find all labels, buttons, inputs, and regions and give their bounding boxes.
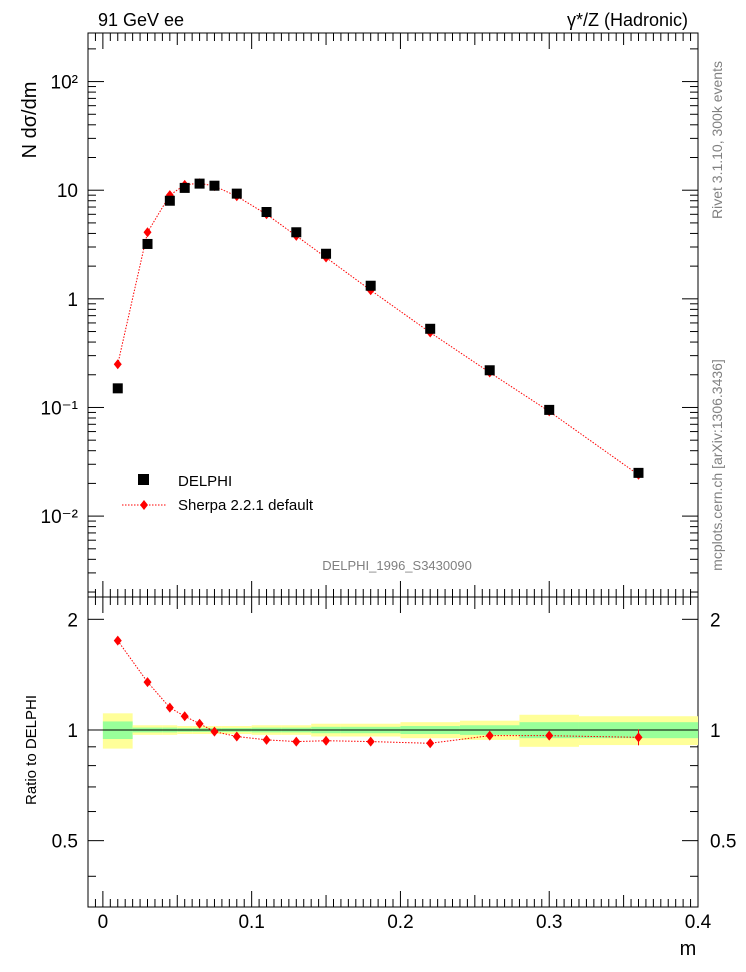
ratio-mc-point: [113, 635, 122, 646]
ratio-mc-point: [322, 735, 331, 746]
ratio-uncertainty-bands: [102, 713, 698, 749]
main-y-axis-label: N dσ/dm: [19, 82, 41, 159]
x-tick-label: 0.2: [387, 912, 413, 933]
main-y-tick-label: 10⁻²: [41, 507, 79, 528]
main-mc-series: [113, 178, 643, 480]
main-data-series: [112, 178, 644, 478]
x-tick-label: 0.1: [238, 912, 264, 933]
ratio-y-tick-label-left: 1: [67, 721, 78, 742]
rivet-info: Rivet 3.1.10, 300k events: [709, 61, 725, 219]
data-point: [291, 227, 302, 238]
main-y-tick-label: 10⁻¹: [41, 398, 79, 419]
data-point: [209, 180, 220, 191]
ratio-mc-point: [485, 730, 494, 741]
data-point: [365, 280, 376, 291]
x-tick-label: 0.4: [685, 912, 712, 933]
channel-label: γ*/Z (Hadronic): [567, 10, 688, 30]
mcplots-info: mcplots.cern.ch [arXiv:1306.3436]: [709, 359, 725, 571]
ratio-mc-series: [113, 635, 643, 749]
ratio-mc-point: [210, 726, 219, 737]
ratio-mc-point: [143, 677, 152, 688]
data-point: [231, 188, 242, 199]
data-point: [112, 383, 123, 394]
legend-mc-label: Sherpa 2.2.1 default: [178, 497, 314, 514]
data-point: [633, 467, 644, 478]
ratio-mc-point: [180, 711, 189, 722]
ratio-mc-point: [232, 731, 241, 742]
ratio-mc-point: [366, 736, 375, 747]
ratio-y-tick-label-left: 2: [67, 610, 78, 631]
x-axis: 0 0.1 0.2 0.3 0.4: [87, 33, 712, 933]
data-point: [142, 238, 153, 249]
main-y-tick-label: 1: [67, 290, 78, 311]
ratio-y-tick-label-right: 0.5: [710, 832, 736, 853]
ratio-mc-line: [117, 640, 639, 744]
x-tick-label: 0: [98, 912, 109, 933]
data-point: [194, 178, 205, 189]
process-label: 91 GeV ee: [98, 10, 184, 30]
ratio-plot-frame: [87, 596, 699, 908]
ratio-y-axis-label: Ratio to DELPHI: [23, 695, 40, 805]
mc-point: [113, 359, 122, 370]
x-tick-label: 0.3: [536, 912, 562, 933]
ratio-y-tick-label-right: 2: [710, 610, 721, 631]
ratio-mc-point: [426, 738, 435, 749]
data-point: [179, 182, 190, 193]
data-point: [544, 404, 555, 415]
mc-line: [117, 182, 639, 476]
main-y-tick-label: 10: [57, 181, 78, 202]
ratio-mc-point: [195, 718, 204, 729]
ratio-y-tick-label-left: 0.5: [52, 832, 78, 853]
legend: DELPHI Sherpa 2.2.1 default: [122, 473, 314, 514]
data-point: [261, 207, 272, 218]
data-point: [425, 323, 436, 334]
x-axis-label: m: [680, 938, 697, 960]
legend-mc-marker: [140, 500, 148, 510]
ratio-mc-point: [634, 732, 643, 743]
analysis-id: DELPHI_1996_S3430090: [322, 558, 472, 573]
ratio-mc-point: [545, 730, 554, 741]
main-y-axis: 10² 10 1 10⁻¹ 10⁻²: [41, 48, 698, 593]
legend-data-marker: [138, 474, 149, 485]
main-y-tick-label: 10²: [51, 73, 78, 94]
data-point: [484, 365, 495, 376]
data-point: [321, 248, 332, 259]
ratio-mc-point: [262, 734, 271, 745]
ratio-y-axis: 0.5 0.5 1 1 2 2: [52, 610, 736, 877]
ratio-mc-point: [165, 702, 174, 713]
data-point: [164, 195, 175, 206]
legend-data-label: DELPHI: [178, 473, 232, 490]
ratio-y-tick-label-right: 1: [710, 721, 721, 742]
ratio-mc-point: [292, 736, 301, 747]
mc-point: [143, 227, 152, 238]
